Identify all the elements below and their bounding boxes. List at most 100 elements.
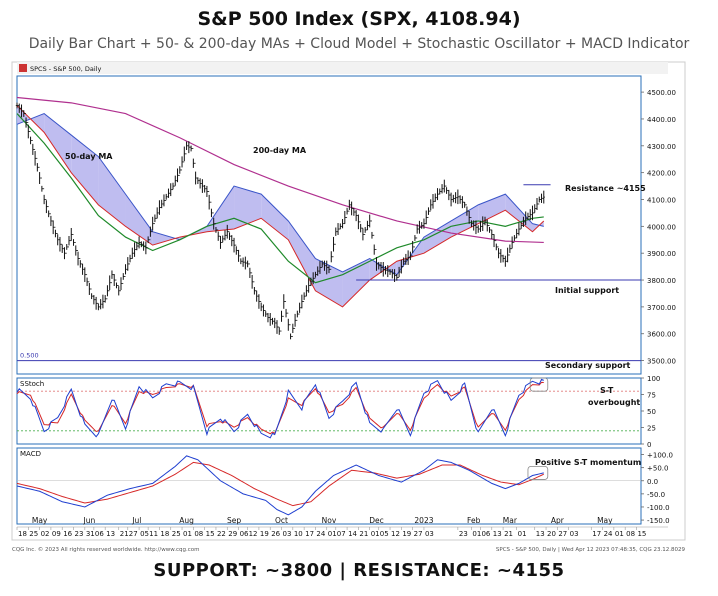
cloud-segment	[44, 113, 72, 173]
y-tick-label: +100.0	[647, 452, 673, 460]
y-tick-label: 0	[647, 441, 651, 449]
x-day-label: 09	[52, 530, 61, 538]
x-month-label: Jul	[131, 516, 141, 525]
x-day-label: 24	[604, 530, 613, 538]
y-tick-label: -100.0	[647, 504, 670, 512]
x-day-label: 18	[18, 530, 27, 538]
cloud-segment	[152, 231, 180, 246]
x-day-label: 06	[481, 530, 490, 538]
x-month-label: Feb	[467, 516, 481, 525]
x-day-label: 10	[294, 530, 303, 538]
y-tick-label: 4300.00	[647, 143, 676, 151]
y-tick-label: 4100.00	[647, 196, 676, 204]
support-resistance-summary: SUPPORT: ~3800 | RESISTANCE: ~4155	[153, 560, 565, 581]
x-month-label: Nov	[322, 516, 337, 525]
cloud-segment	[71, 135, 99, 205]
y-tick-label: 4000.00	[647, 223, 676, 231]
y-tick-label: 4200.00	[647, 170, 676, 178]
x-day-label: 25	[172, 530, 181, 538]
stoch-k-line	[16, 378, 544, 439]
x-day-label: 19	[402, 530, 411, 538]
x-day-label: 23	[75, 530, 84, 538]
x-day-label: 01	[518, 530, 527, 538]
x-day-label: 03	[570, 530, 579, 538]
overbought-box	[529, 377, 549, 392]
credit-left: CQG Inc. © 2023 All rights reserved worl…	[12, 546, 199, 553]
x-day-label: 13	[493, 530, 502, 538]
chart-title: S&P 500 Index (SPX, 4108.94)	[197, 8, 521, 30]
y-tick-label: 3700.00	[647, 304, 676, 312]
x-day-label: 27	[129, 530, 138, 538]
price-legend: SPCS - S&P 500, Daily	[30, 65, 102, 73]
price-bars	[15, 102, 545, 340]
y-tick-label: +50.0	[647, 465, 668, 473]
x-day-label: 07	[337, 530, 346, 538]
x-day-label: 15	[206, 530, 215, 538]
x-month-label: 2023	[414, 516, 433, 525]
initial-support-label: Initial support	[555, 286, 619, 295]
x-day-label: 14	[348, 530, 357, 538]
legend-strip	[17, 62, 668, 74]
y-tick-label: 3600.00	[647, 331, 676, 339]
y-tick-label: 25	[647, 425, 656, 433]
y-tick-label: 3800.00	[647, 277, 676, 285]
x-day-label: 24	[316, 530, 325, 538]
x-day-label: 15	[637, 530, 646, 538]
x-day-label: 13	[106, 530, 115, 538]
x-day-label: 01	[472, 530, 481, 538]
cloud-edge-a	[16, 113, 544, 276]
x-day-label: 18	[160, 530, 169, 538]
x-day-label: 21	[504, 530, 513, 538]
x-month-label: Sep	[227, 516, 241, 525]
x-day-label: 13	[536, 530, 545, 538]
x-month-label: Aug	[179, 516, 194, 525]
y-tick-label: 100	[647, 375, 660, 383]
x-day-label: 25	[29, 530, 38, 538]
sma200-line	[16, 96, 544, 244]
x-day-label: 27	[558, 530, 567, 538]
cloud-segment	[261, 194, 289, 240]
x-month-label: Mar	[503, 516, 518, 525]
x-day-label: 03	[283, 530, 292, 538]
sma50-label: 50-day MA	[65, 152, 113, 161]
x-month-label: Oct	[275, 516, 288, 525]
x-day-label: 05	[380, 530, 389, 538]
chart-subtitle: Daily Bar Chart + 50- & 200-day MAs + Cl…	[28, 36, 690, 52]
x-day-label: 21	[359, 530, 368, 538]
x-day-label: 06	[240, 530, 249, 538]
sma200-label: 200-day MA	[253, 146, 307, 155]
x-day-label: 20	[547, 530, 556, 538]
x-day-label: 08	[194, 530, 203, 538]
x-day-label: 08	[626, 530, 635, 538]
x-month-label: Dec	[369, 516, 384, 525]
x-day-label: 01	[183, 530, 192, 538]
y-tick-label: 4500.00	[647, 89, 676, 97]
overbought-label-2: overbought	[588, 398, 640, 407]
x-month-label: Apr	[551, 516, 565, 525]
x-day-label: 11	[149, 530, 158, 538]
y-tick-label: -150.0	[647, 517, 670, 525]
momentum-label: Positive S-T momentum	[535, 458, 641, 467]
macd-legend: MACD	[20, 450, 41, 458]
x-month-label: May	[32, 516, 48, 525]
y-tick-label: -50.0	[647, 491, 665, 499]
x-day-label: 17	[592, 530, 601, 538]
panel-stochastic	[16, 377, 642, 445]
y-tick-label: 3900.00	[647, 250, 676, 258]
credit-right: SPCS - S&P 500, Daily | Wed Apr 12 2023 …	[496, 547, 686, 553]
x-day-label: 21	[120, 530, 129, 538]
cloud-segment	[234, 186, 262, 230]
x-day-label: 16	[63, 530, 72, 538]
cloud-segment	[342, 258, 370, 307]
x-day-label: 01	[615, 530, 624, 538]
cloud-segment	[98, 156, 126, 227]
x-day-label: 31	[86, 530, 95, 538]
x-day-label: 19	[260, 530, 269, 538]
x-day-label: 12	[249, 530, 258, 538]
y-tick-label: 3500.00	[647, 358, 676, 366]
x-day-label: 23	[459, 530, 468, 538]
x-month-label: May	[597, 516, 613, 525]
x-day-label: 02	[41, 530, 50, 538]
y-tick-label: 4400.00	[647, 116, 676, 124]
